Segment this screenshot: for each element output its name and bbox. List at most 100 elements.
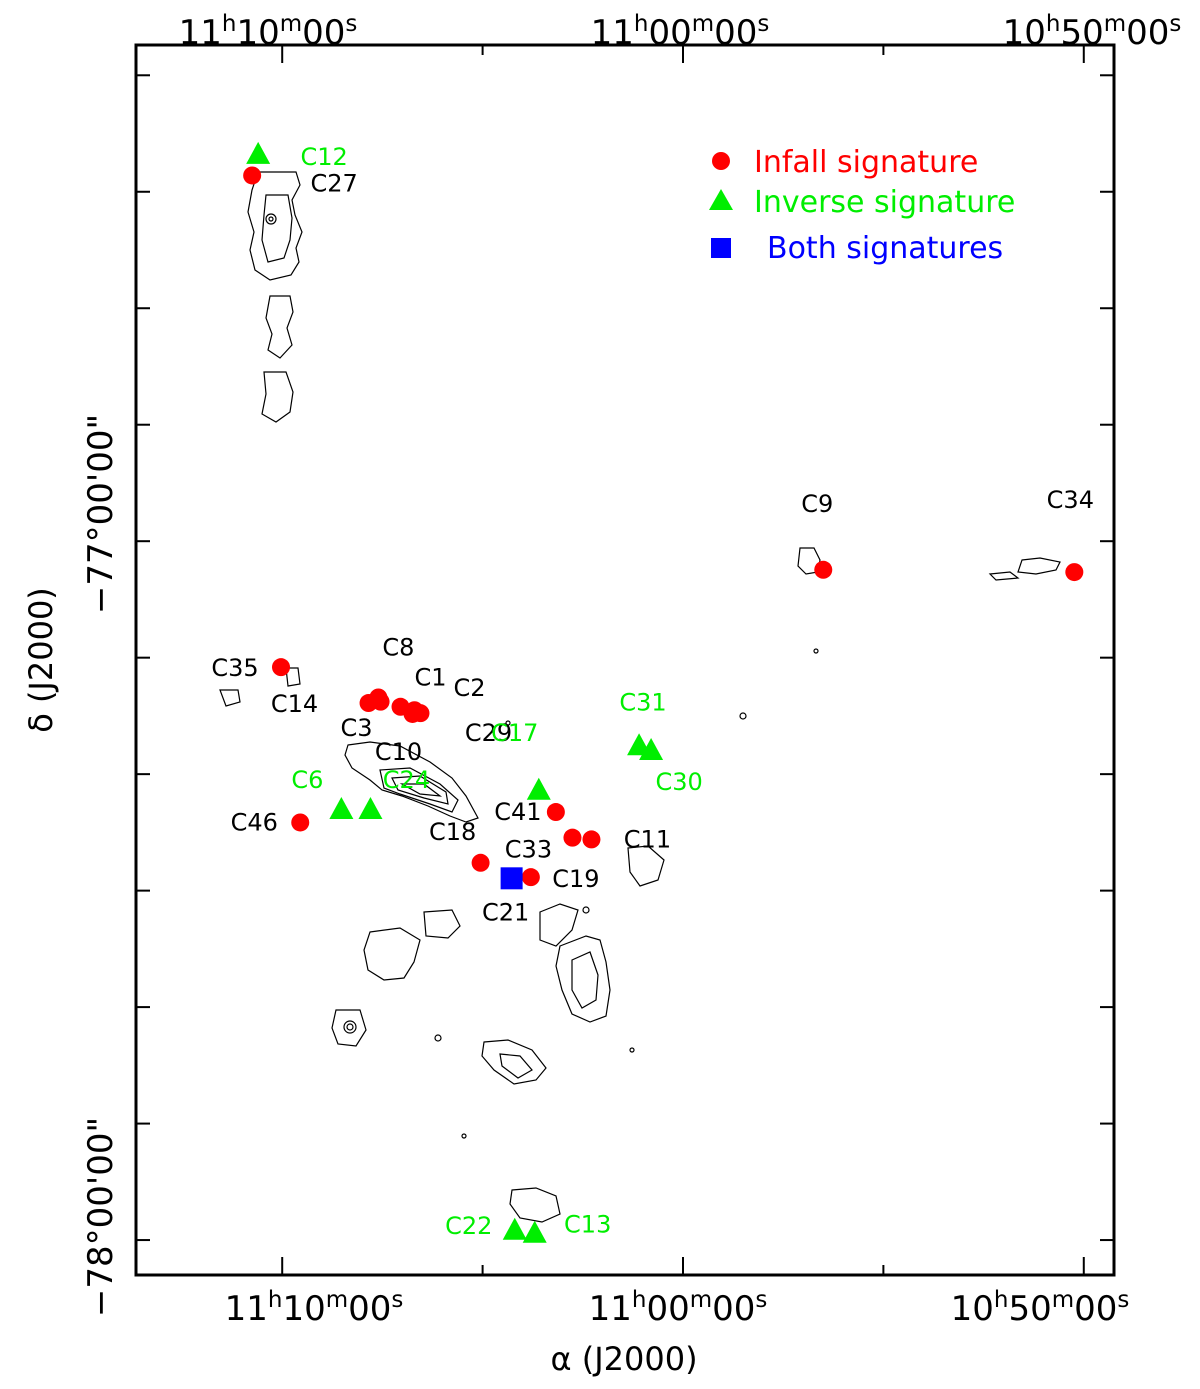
contour-c35 [219, 689, 241, 707]
label-c3: C3 [341, 714, 373, 742]
axis-ticks [136, 45, 1114, 1275]
contour-cha-i-inner-3 [399, 783, 443, 797]
legend-infall-marker [712, 152, 730, 170]
marker-c33 [563, 828, 582, 847]
label-c12: C12 [301, 143, 348, 171]
contour-cha-i-inner-2 [391, 775, 449, 805]
label-c33: C33 [505, 836, 552, 864]
marker-c1 [371, 692, 390, 711]
contour-speck-3 [505, 720, 511, 726]
legend-both-marker [711, 238, 731, 258]
contour-speck-1 [813, 648, 819, 654]
marker-c27 [243, 166, 262, 185]
legend: Infall signature Inverse signature Both … [709, 145, 1015, 266]
label-c41: C41 [494, 798, 541, 826]
contour-c35-b [285, 667, 301, 687]
contour-north-core-2 [268, 216, 274, 222]
contour-c41-c11 [555, 935, 611, 1023]
contour-c18-c19 [481, 1039, 547, 1085]
legend-infall-label: Infall signature [754, 145, 978, 180]
label-c2: C2 [453, 674, 485, 702]
marker-c22 [502, 1217, 527, 1240]
marker-c18 [471, 853, 490, 872]
contour-speck-8 [461, 1133, 467, 1139]
marker-c35 [272, 658, 291, 677]
legend-inverse-label: Inverse signature [754, 185, 1015, 220]
contour-c41-inner [571, 951, 599, 1009]
contour-c6-right [423, 909, 461, 939]
label-c1: C1 [415, 664, 447, 692]
x-bottom-tick-11h10m: 11h10m00s [225, 1287, 404, 1329]
label-c18: C18 [429, 818, 476, 846]
contour-speck-7 [629, 1047, 635, 1053]
y-tick-label-78: −78°00'00" [81, 1117, 121, 1317]
label-c11: C11 [624, 825, 671, 853]
marker-c17 [526, 777, 551, 800]
x-bottom-tick-11h00m: 11h00m00s [589, 1287, 768, 1329]
label-c34: C34 [1047, 486, 1094, 514]
contour-c18-inner [499, 1053, 533, 1079]
contour-c46-core [343, 1020, 357, 1034]
contour-c6-c24 [363, 927, 421, 981]
x-top-tick-labels: 11h10m00s 11h00m00s 10h50m00s [179, 11, 1182, 53]
label-c17: C17 [491, 719, 538, 747]
contour-c46-south [331, 1009, 367, 1047]
label-c22: C22 [445, 1212, 492, 1240]
label-c10: C10 [375, 738, 422, 766]
contour-speck-2 [739, 712, 747, 720]
x-top-tick-11h00m: 11h00m00s [591, 11, 770, 53]
label-c8: C8 [382, 633, 414, 661]
y-tick-label-77: −77°00'00" [81, 414, 121, 614]
marker-c12 [246, 141, 271, 164]
label-c13: C13 [564, 1211, 611, 1239]
marker-c19 [521, 868, 540, 887]
contour-c34-tail [988, 571, 1020, 581]
contour-c22-c13 [509, 1187, 561, 1223]
contour-c17 [539, 903, 579, 947]
contour-c34 [1017, 557, 1061, 575]
contour-speck-6 [582, 906, 590, 914]
marker-c13 [522, 1220, 547, 1243]
contour-cha-i-inner-1 [379, 767, 459, 813]
label-c30: C30 [655, 768, 702, 796]
marker-c34 [1065, 563, 1084, 582]
contour-c46-core-2 [346, 1023, 354, 1031]
x-top-tick-10h50m: 10h50m00s [1003, 11, 1182, 53]
marker-c30 [639, 737, 664, 760]
label-c19: C19 [552, 865, 599, 893]
x-top-tick-11h10m: 11h10m00s [179, 11, 358, 53]
marker-c6 [329, 797, 354, 820]
label-c9: C9 [801, 490, 833, 518]
contour-north-3 [261, 371, 294, 423]
label-c6: C6 [291, 766, 323, 794]
label-c21: C21 [482, 898, 529, 926]
contour-c31 [627, 845, 665, 887]
legend-inverse-marker [709, 189, 733, 210]
label-c29: C29 [465, 719, 512, 747]
x-bottom-tick-10h50m: 10h50m00s [951, 1287, 1130, 1329]
marker-c24 [358, 797, 383, 820]
label-c46: C46 [231, 808, 278, 836]
contour-north [247, 171, 303, 281]
marker-c10 [403, 704, 422, 723]
contour-speck-5 [434, 1034, 442, 1042]
label-c14: C14 [271, 690, 318, 718]
marker-c9 [814, 560, 833, 579]
contour-cha-i-main [344, 741, 479, 823]
x-axis-title: α (J2000) [550, 1340, 697, 1378]
marker-c21 [500, 867, 523, 890]
plot-frame [134, 43, 1116, 1277]
cloud-contours [219, 171, 1061, 1223]
contour-north-core [265, 213, 277, 225]
legend-both-label: Both signatures [767, 231, 1003, 266]
marker-c46 [291, 813, 310, 832]
x-bottom-tick-labels: 11h10m00s 11h00m00s 10h50m00s [225, 1287, 1130, 1329]
source-labels: C27 C9 C34 C35 C8 C14 C1 C3 C2 C29 C10 C41 C46 C33 C11… [211, 143, 1094, 1240]
marker-c41 [546, 803, 565, 822]
marker-c11 [582, 830, 601, 849]
label-c35: C35 [211, 654, 258, 682]
label-c24: C24 [383, 766, 430, 794]
label-c27: C27 [310, 169, 357, 197]
data-markers [243, 141, 1084, 1243]
